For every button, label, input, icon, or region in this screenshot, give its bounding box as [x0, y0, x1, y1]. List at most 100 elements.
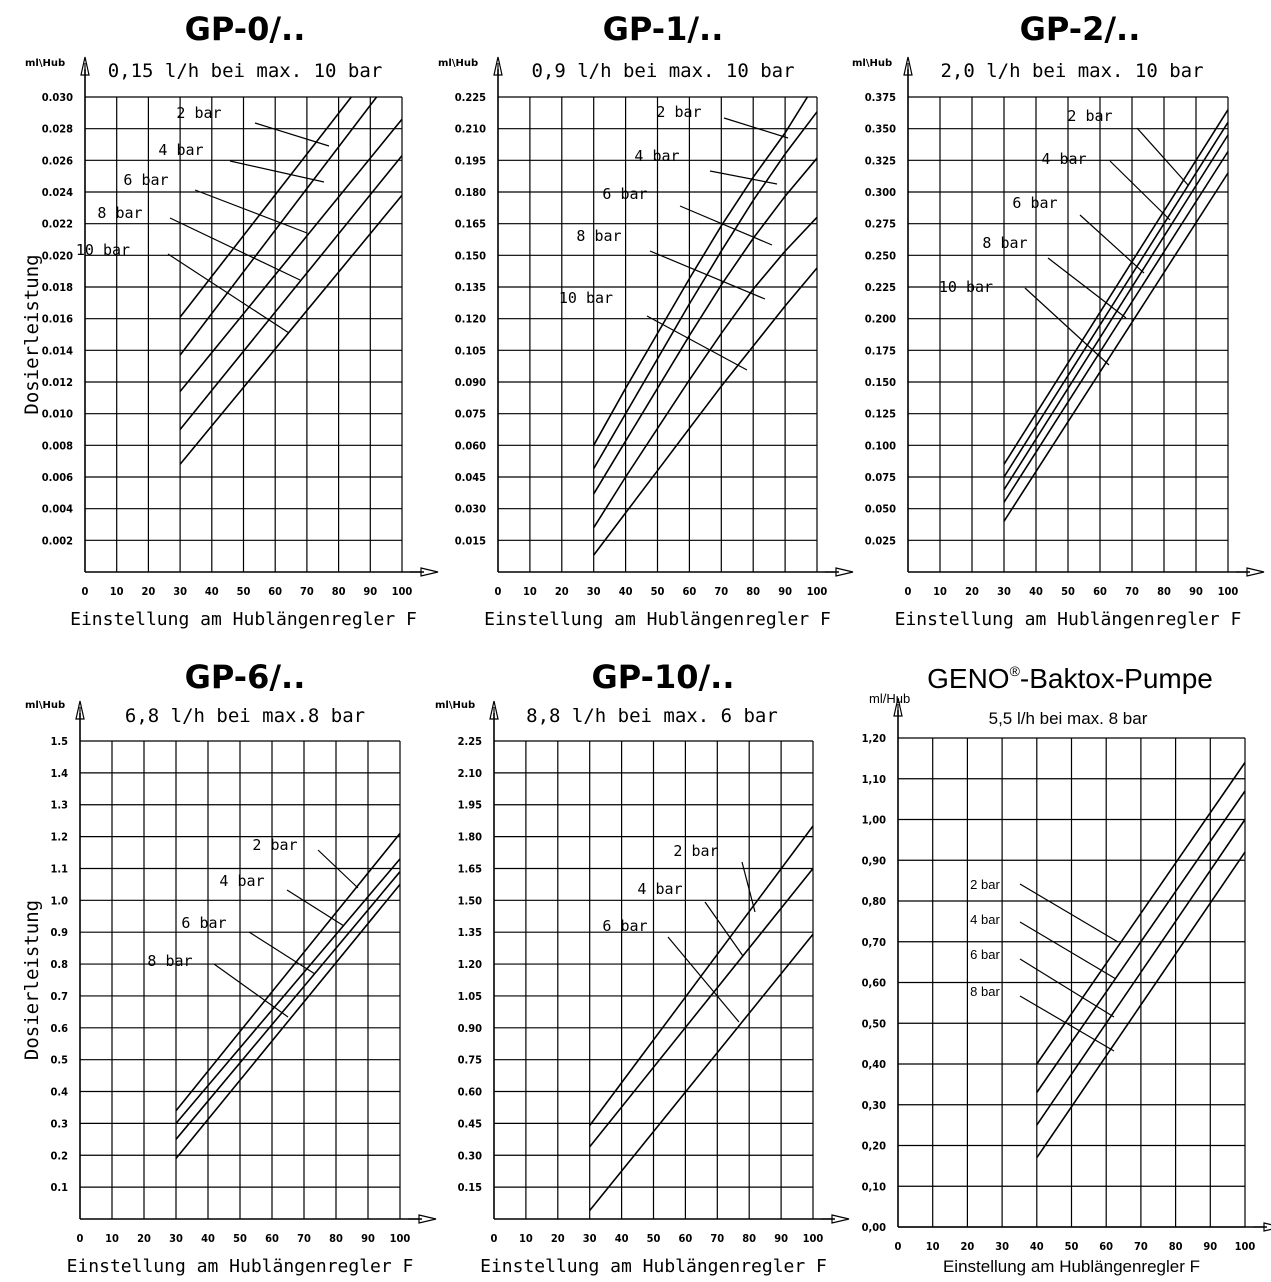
series-lines	[1003, 109, 1229, 522]
x-tick-label: 50	[1065, 1240, 1079, 1253]
x-tick-label: 50	[1061, 585, 1075, 598]
series-leader-line	[1019, 921, 1117, 980]
series-leader-line	[1047, 257, 1127, 319]
series-lines	[1036, 762, 1246, 1159]
y-unit-label: ml\Hub	[25, 700, 65, 711]
y-tick-label: 0.090	[455, 376, 486, 389]
grid	[80, 740, 401, 1219]
x-tick-label: 40	[619, 585, 633, 598]
y-axis-arrow	[75, 700, 85, 720]
y-tick-label: 0.050	[865, 503, 896, 516]
series-label: 10 bar	[939, 278, 993, 296]
series-leader-line	[723, 117, 789, 139]
y-tick-label: 0.60	[458, 1086, 483, 1099]
series-leader-line	[248, 931, 316, 975]
y-tick-label: 1,00	[862, 814, 887, 827]
y-tick-label: 0.8	[50, 958, 68, 971]
series-line-8-bar	[1003, 151, 1229, 503]
series-leader-line	[286, 889, 345, 927]
y-tick-label: 0.225	[455, 91, 486, 104]
grid	[898, 737, 1246, 1228]
x-axis-arrow	[1253, 1222, 1271, 1232]
x-tick-label: 60	[1099, 1240, 1113, 1253]
y-tick-label: 0.100	[865, 439, 896, 452]
chart-title: GP-10/..	[592, 658, 735, 696]
y-tick-label: 1.1	[50, 862, 68, 875]
series-leader-line	[317, 849, 359, 889]
y-tick-label: 0.120	[455, 313, 486, 326]
y-tick-label: 0.008	[42, 439, 73, 452]
y-tick-label: 0.90	[458, 1022, 483, 1035]
x-tick-label: 30	[995, 1240, 1009, 1253]
x-tick-label: 0	[82, 585, 89, 598]
x-axis-label: Einstellung am Hublängenregler F	[70, 609, 417, 630]
x-tick-label: 0	[895, 1240, 902, 1253]
x-tick-label: 90	[1203, 1240, 1217, 1253]
x-tick-label: 20	[961, 1240, 975, 1253]
series-leader-line	[741, 861, 756, 913]
x-tick-label: 0	[77, 1232, 84, 1245]
x-tick-label: 100	[390, 1232, 411, 1245]
y-axis-arrow	[80, 56, 90, 76]
x-axis-label: Einstellung am Hublängenregler F	[67, 1256, 414, 1277]
series-line-6-bar	[179, 118, 403, 393]
x-tick-label: 70	[710, 1232, 724, 1245]
series-leader-line	[1079, 214, 1145, 274]
y-tick-label: 0.3	[50, 1117, 68, 1130]
x-tick-label: 0	[491, 1232, 498, 1245]
series-line-8-bar	[179, 155, 403, 431]
x-tick-label: 20	[551, 1232, 565, 1245]
series-label: 6 bar	[123, 171, 168, 189]
x-tick-label: 30	[173, 585, 187, 598]
series-line-4-bar	[1036, 790, 1246, 1093]
series-line-4-bar	[175, 858, 401, 1124]
series-label: 4 bar	[158, 141, 203, 159]
grid	[85, 96, 403, 572]
x-tick-label: 60	[683, 585, 697, 598]
series-leader-line	[229, 160, 325, 183]
y-tick-label: 0.210	[455, 123, 486, 136]
chart-title: GP-6/..	[185, 658, 306, 696]
y-tick-label: 1.3	[50, 799, 68, 812]
y-tick-label: 0.225	[865, 281, 896, 294]
y-tick-label: 0.9	[50, 926, 68, 939]
chart-title: GP-2/..	[1020, 10, 1141, 48]
series-leader-line	[649, 250, 766, 300]
y-tick-label: 0.125	[865, 408, 896, 421]
y-tick-label: 0.175	[865, 344, 896, 357]
y-tick-label: 1.95	[458, 799, 483, 812]
y-tick-label: 0.4	[50, 1086, 68, 1099]
series-label: 2 bar	[656, 103, 701, 121]
chart-panel-5: GP-10/.. 8,8 l/h bei max. 6 bar ml\Hub 0 10 2…	[435, 658, 850, 1277]
y-tick-label: 0.030	[455, 503, 486, 516]
series-leader-line	[667, 936, 740, 1023]
x-tick-label: 30	[583, 1232, 597, 1245]
x-axis-label: Einstellung am Hublängenregler F	[943, 1257, 1200, 1276]
y-tick-label: 1,20	[862, 732, 887, 745]
series-line-4-bar	[1003, 121, 1229, 478]
x-tick-label: 90	[361, 1232, 375, 1245]
series-lines	[179, 96, 403, 465]
series-line-10-bar	[179, 194, 403, 465]
x-axis-arrow	[408, 1214, 437, 1224]
series-label: 6 bar	[181, 914, 226, 932]
x-tick-label: 80	[746, 585, 760, 598]
y-tick-label: 0.325	[865, 154, 896, 167]
series-label: 6 bar	[602, 917, 647, 935]
x-tick-label: 70	[300, 585, 314, 598]
x-axis-arrow	[821, 1214, 850, 1224]
chart-subtitle: 5,5 l/h bei max. 8 bar	[989, 709, 1148, 728]
y-tick-label: 0.016	[42, 313, 73, 326]
chart-subtitle: 6,8 l/h bei max.8 bar	[125, 705, 365, 727]
series-line-2-bar	[1003, 109, 1229, 465]
y-tick-label: 0.250	[865, 249, 896, 262]
series-label: 8 bar	[97, 204, 142, 222]
x-tick-label: 70	[714, 585, 728, 598]
series-leader-line	[646, 315, 748, 371]
series-line-8-bar	[593, 216, 818, 529]
series-label: 8 bar	[982, 234, 1027, 252]
y-tick-label: 0,70	[862, 936, 887, 949]
y-tick-label: 0.018	[42, 281, 73, 294]
y-tick-label: 2.10	[458, 767, 483, 780]
